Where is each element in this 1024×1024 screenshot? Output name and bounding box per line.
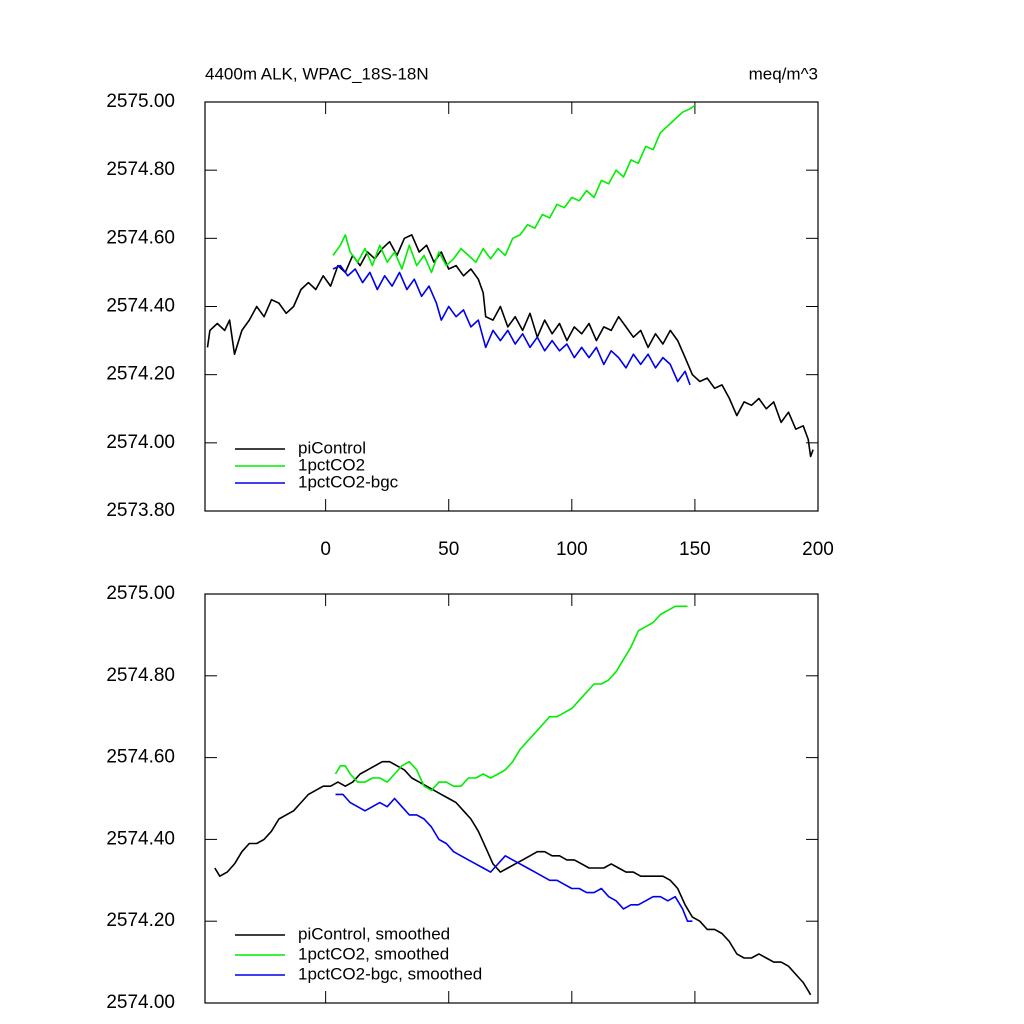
series-line <box>335 793 693 922</box>
series-line <box>332 264 691 386</box>
y-tick-label: 2574.80 <box>106 665 175 686</box>
x-tick-label: 100 <box>556 539 588 560</box>
y-tick-label: 2574.60 <box>106 747 175 768</box>
y-tick-label: 2575.00 <box>106 583 175 604</box>
y-tick-label: 2574.40 <box>106 828 175 849</box>
x-tick-label: 50 <box>438 539 459 560</box>
legend-label: 1pctCO2, smoothed <box>298 944 449 963</box>
y-tick-label: 2574.00 <box>106 992 175 1013</box>
series-line <box>206 234 814 458</box>
x-tick-label: 0 <box>320 539 331 560</box>
plot-frame <box>204 101 819 512</box>
series-line <box>334 605 688 792</box>
y-tick-label: 2575.00 <box>106 91 175 112</box>
y-tick-label: 2574.20 <box>106 910 175 931</box>
legend-label: 1pctCO2-bgc, smoothed <box>298 964 482 983</box>
chart-title: 4400m ALK, WPAC_18S-18N <box>205 64 429 83</box>
series-line <box>214 760 812 996</box>
y-tick-label: 2574.40 <box>106 296 175 317</box>
x-tick-label: 150 <box>679 539 711 560</box>
series-line <box>332 104 696 274</box>
y-tick-label: 2574.80 <box>106 159 175 180</box>
units-label: meq/m^3 <box>749 64 818 83</box>
legend-label: 1pctCO2-bgc <box>298 472 399 491</box>
legend-label: piControl <box>298 438 366 457</box>
y-tick-label: 2573.80 <box>106 500 175 521</box>
legend-label: 1pctCO2 <box>298 455 365 474</box>
legend-label: piControl, smoothed <box>298 924 450 943</box>
y-tick-label: 2574.20 <box>106 364 175 385</box>
y-tick-label: 2574.60 <box>106 227 175 248</box>
plot-frame <box>204 593 819 1004</box>
y-tick-label: 2574.00 <box>106 432 175 453</box>
x-tick-label: 200 <box>802 539 834 560</box>
